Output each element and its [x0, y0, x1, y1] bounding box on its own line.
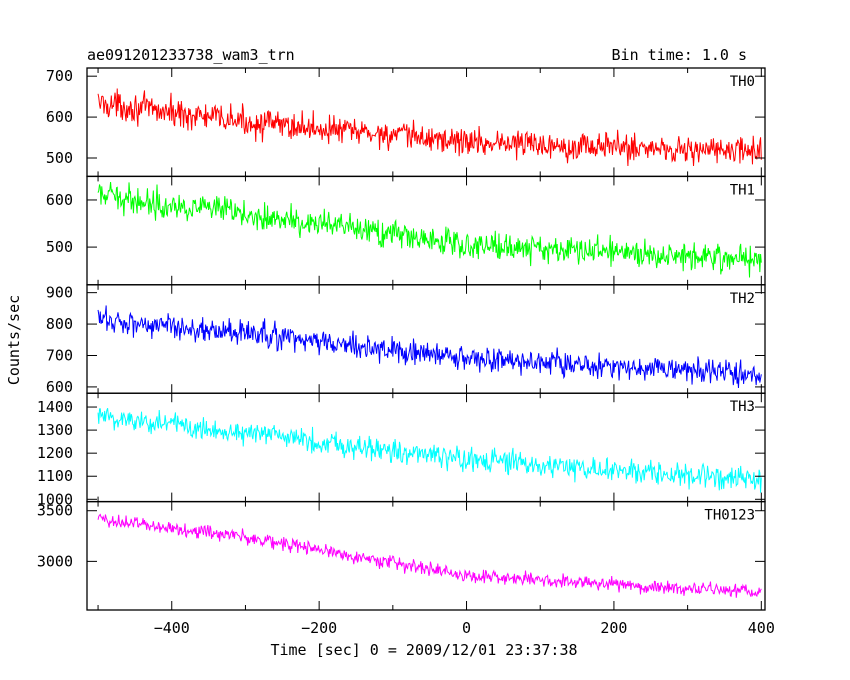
- x-tick-label: −200: [301, 619, 337, 637]
- y-tick-label: 900: [46, 284, 73, 302]
- panel-frame: [86, 284, 766, 394]
- y-tick-label: 3000: [37, 552, 73, 570]
- panel-frame: [86, 175, 766, 286]
- panel-frame: [86, 392, 766, 503]
- y-tick-label: 500: [46, 149, 73, 167]
- panel-label: TH2: [730, 291, 755, 307]
- bin-time-label: Bin time: 1.0 s: [612, 46, 747, 64]
- y-tick-label: 600: [46, 191, 73, 209]
- x-axis-label: Time [sec] 0 = 2009/12/01 23:37:38: [270, 641, 577, 659]
- y-tick-label: 3500: [37, 502, 73, 520]
- y-tick-label: 700: [46, 346, 73, 364]
- y-tick-label: 1400: [37, 398, 73, 416]
- y-tick-label: 1300: [37, 421, 73, 439]
- x-tick-label: 200: [600, 619, 627, 637]
- panel-frame: [86, 500, 766, 611]
- series-line-th0123: [97, 513, 762, 598]
- x-tick-label: −400: [154, 619, 190, 637]
- panel-label: TH0123: [704, 508, 755, 524]
- x-tick-label: 400: [748, 619, 775, 637]
- y-tick-label: 1000: [37, 490, 73, 508]
- series-line-th3: [97, 407, 762, 493]
- series-line-th2: [97, 305, 762, 389]
- y-tick-label: 1200: [37, 444, 73, 462]
- panel-label: TH1: [730, 182, 755, 198]
- panel-th0123: 3000 3500 TH0123: [37, 500, 766, 611]
- series-line-th1: [97, 182, 762, 278]
- series-line-th0: [97, 88, 762, 167]
- panel-th3: 1000 1100 1200 1300 1400 TH3: [37, 392, 766, 508]
- x-tick-label: 0: [462, 619, 471, 637]
- panel-th2: 600 700 800 900 TH2: [46, 284, 766, 396]
- panels-layer: 500 600 700 TH0 500 600 TH1 600 700 800 900 TH2 1000…: [37, 67, 766, 611]
- y-tick-label: 1100: [37, 467, 73, 485]
- y-tick-label: 600: [46, 378, 73, 396]
- y-tick-label: 800: [46, 315, 73, 333]
- x-axis: −400 −200 0 200 400: [154, 619, 775, 637]
- y-axis-label: Counts/sec: [5, 295, 23, 385]
- chart-title: ae091201233738_wam3_trn: [87, 46, 295, 64]
- panel-label: TH0: [730, 74, 755, 90]
- y-tick-label: 700: [46, 67, 73, 85]
- panel-th1: 500 600 TH1: [46, 175, 766, 286]
- panel-th0: 500 600 700 TH0: [46, 67, 766, 178]
- y-tick-label: 600: [46, 108, 73, 126]
- panel-label: TH3: [730, 399, 755, 415]
- y-tick-label: 500: [46, 238, 73, 256]
